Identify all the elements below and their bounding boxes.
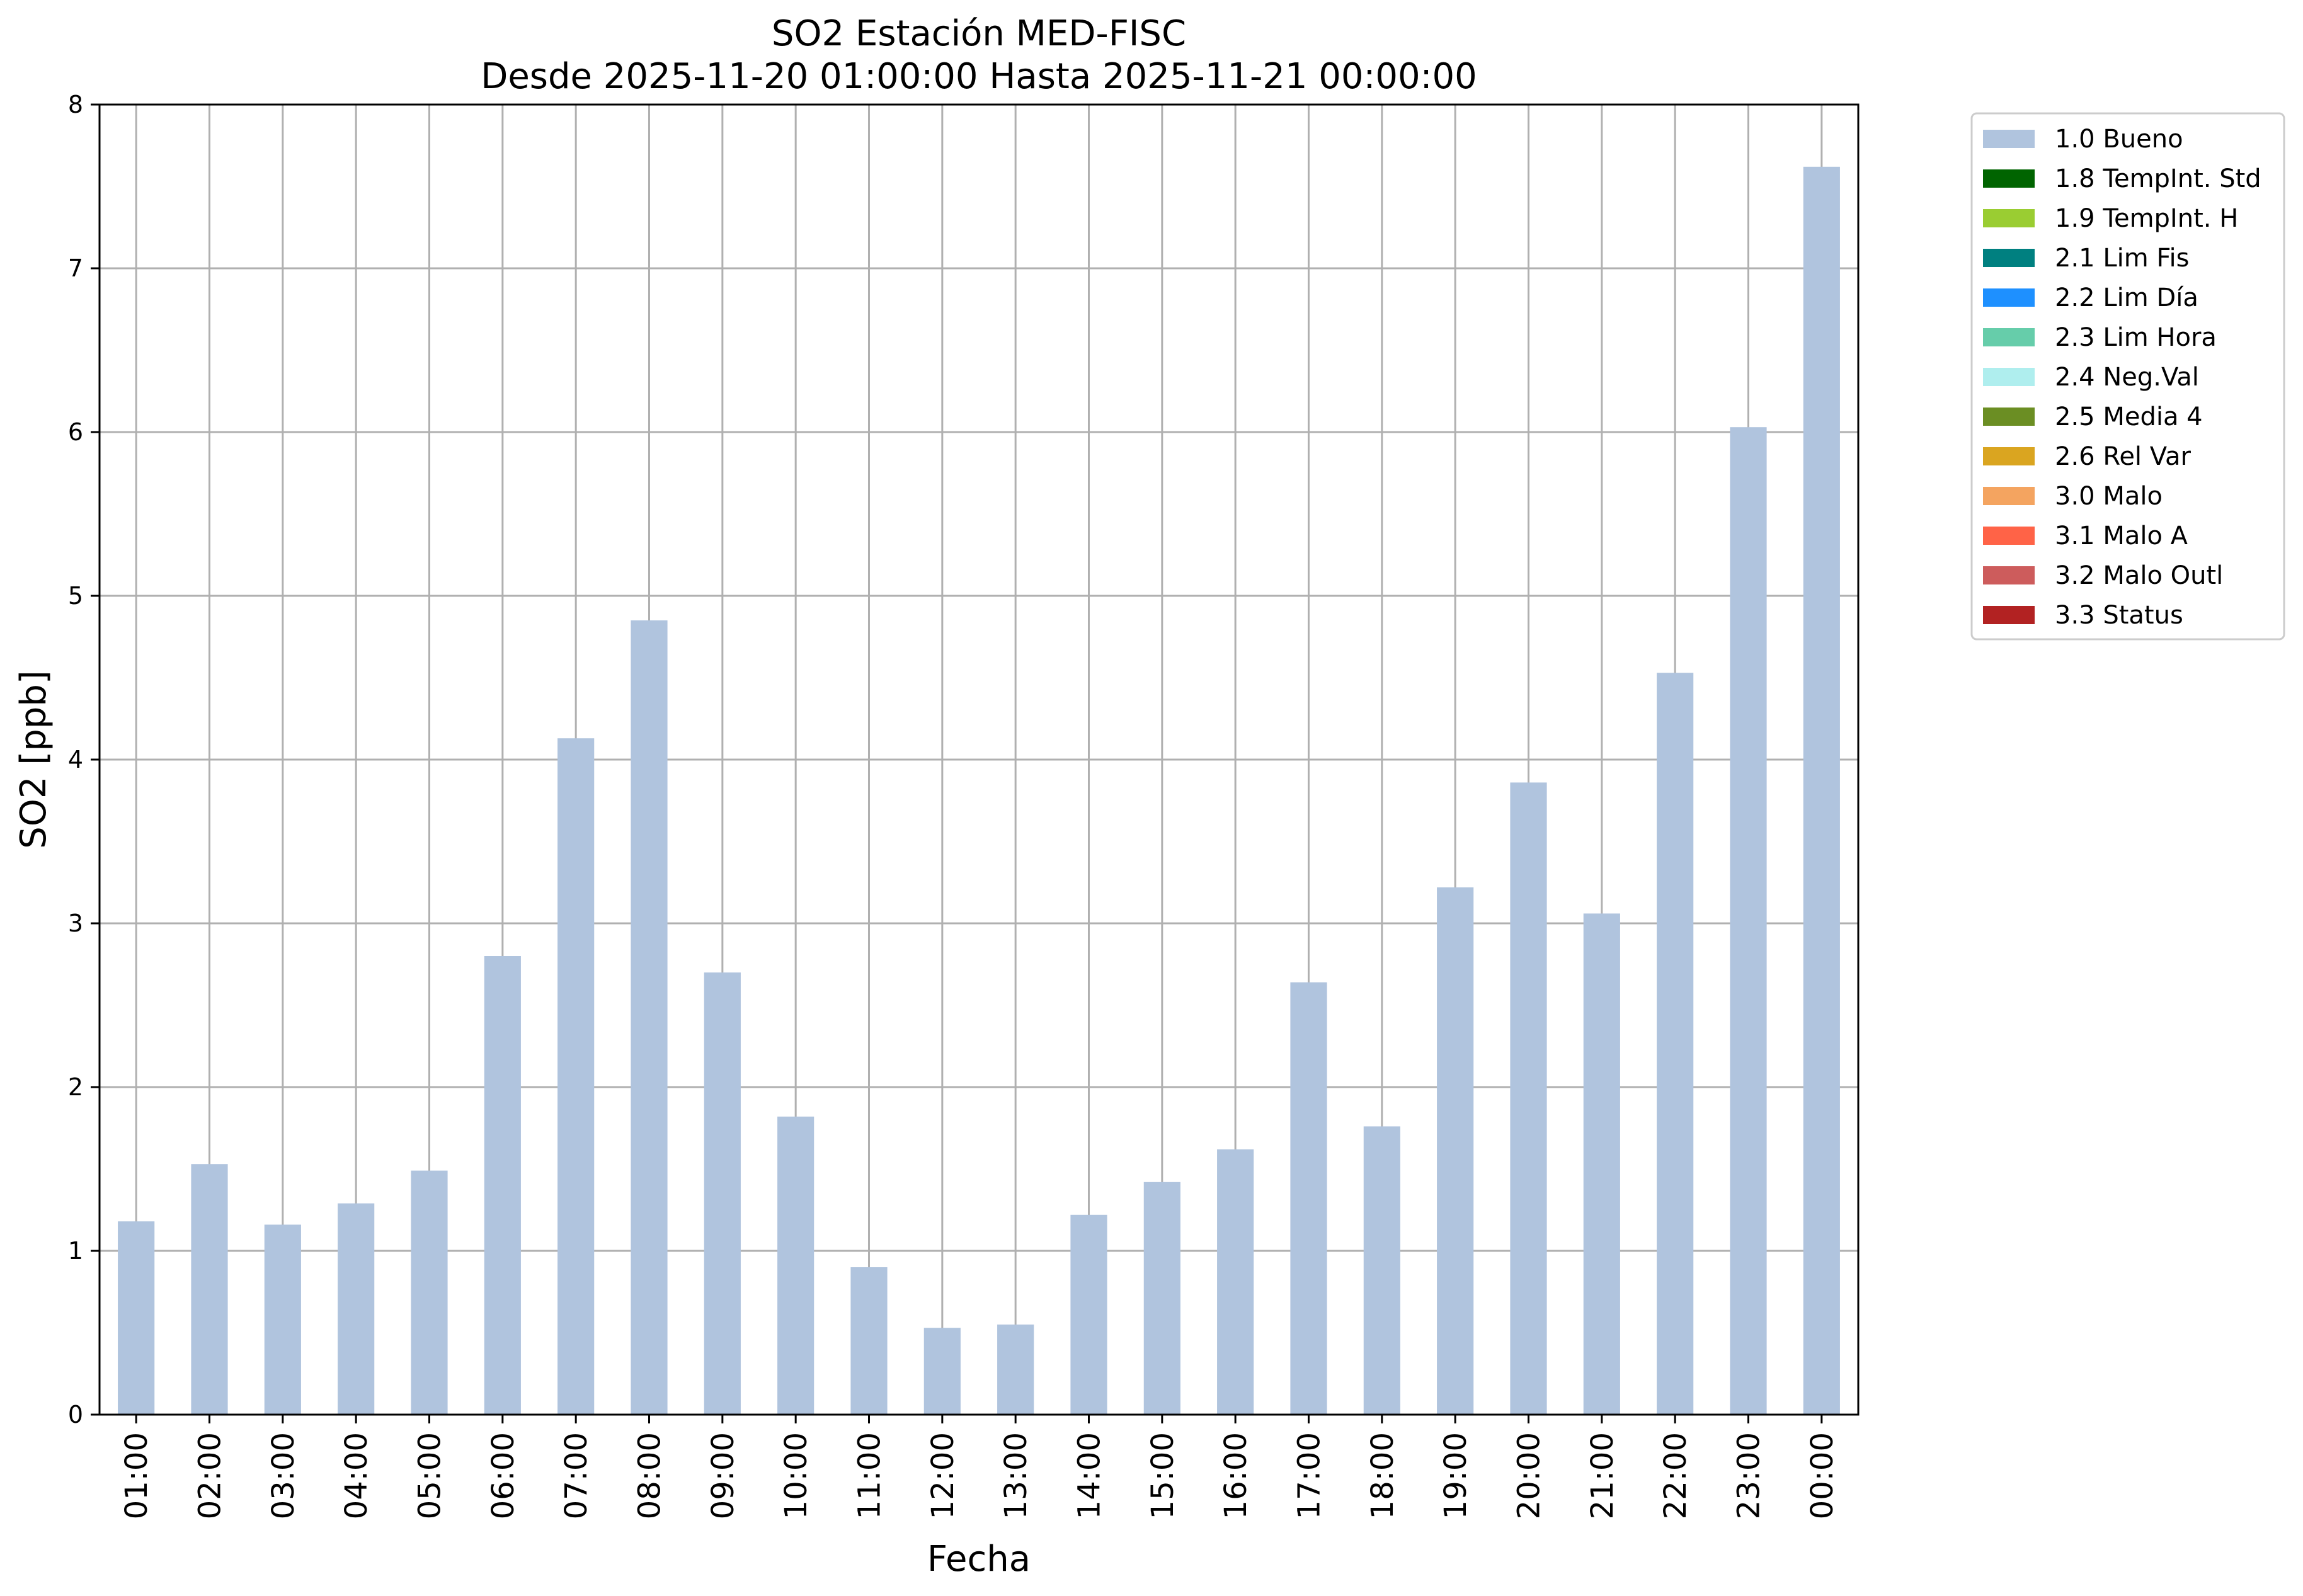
legend-swatch: [1983, 408, 2035, 426]
bar-13:00: [997, 1325, 1034, 1415]
bar-02:00: [191, 1164, 228, 1415]
x-tick-label: 23:00: [1732, 1432, 1767, 1519]
legend-swatch: [1983, 606, 2035, 624]
legend-label: 2.4 Neg.Val: [2055, 363, 2199, 392]
legend-swatch: [1983, 209, 2035, 227]
bar-05:00: [411, 1170, 448, 1415]
y-tick-label: 6: [68, 418, 83, 446]
x-tick-label: 13:00: [998, 1432, 1034, 1519]
x-tick-label: 08:00: [632, 1432, 668, 1519]
legend-swatch: [1983, 328, 2035, 346]
bar-04:00: [338, 1203, 375, 1415]
x-axis-label: Fecha: [927, 1539, 1031, 1580]
bar-20:00: [1510, 782, 1547, 1415]
y-tick-label: 0: [68, 1401, 83, 1428]
bar-08:00: [631, 620, 668, 1415]
bar-01:00: [118, 1221, 155, 1415]
legend-label: 3.3 Status: [2055, 601, 2183, 630]
bars: [118, 166, 1840, 1415]
x-tick-label: 16:00: [1218, 1432, 1254, 1519]
legend-label: 1.0 Bueno: [2055, 125, 2183, 154]
bar-11:00: [850, 1267, 888, 1415]
legend-label: 2.3 Lim Hora: [2055, 323, 2217, 352]
legend-label: 2.2 Lim Día: [2055, 283, 2198, 312]
x-tick-label: 06:00: [486, 1432, 521, 1519]
x-tick-label: 12:00: [925, 1432, 961, 1519]
legend-label: 1.9 TempInt. H: [2055, 204, 2238, 233]
x-tick-label: 22:00: [1658, 1432, 1693, 1519]
legend-label: 3.2 Malo Outl: [2055, 561, 2223, 590]
x-tick-label: 15:00: [1145, 1432, 1180, 1519]
x-tick-label: 04:00: [339, 1432, 374, 1519]
x-tick-label: 03:00: [266, 1432, 301, 1519]
y-tick-label: 3: [68, 909, 83, 937]
y-tick-label: 2: [68, 1073, 83, 1101]
bar-15:00: [1143, 1182, 1180, 1415]
bar-23:00: [1730, 427, 1767, 1415]
legend-swatch: [1983, 130, 2035, 148]
x-tick-label: 14:00: [1072, 1432, 1107, 1519]
bar-09:00: [704, 972, 741, 1415]
y-axis-ticks: 0 1 2 3 4 5 6 7 8: [68, 91, 100, 1428]
legend-swatch: [1983, 566, 2035, 584]
bar-06:00: [484, 956, 521, 1415]
x-tick-label: 18:00: [1365, 1432, 1400, 1519]
bar-21:00: [1583, 913, 1620, 1415]
legend-swatch: [1983, 169, 2035, 188]
bar-14:00: [1070, 1214, 1107, 1415]
x-tick-label: 07:00: [559, 1432, 594, 1519]
bar-12:00: [923, 1328, 961, 1415]
bar-00:00: [1803, 166, 1840, 1415]
y-tick-label: 4: [68, 746, 83, 773]
x-tick-label: 20:00: [1512, 1432, 1547, 1519]
bar-10:00: [777, 1116, 814, 1415]
x-tick-label: 02:00: [193, 1432, 228, 1519]
chart-subtitle: Desde 2025-11-20 01:00:00 Hasta 2025-11-…: [481, 56, 1477, 97]
bar-19:00: [1437, 887, 1474, 1415]
legend-swatch: [1983, 527, 2035, 545]
chart-title: SO2 Estación MED-FISC: [772, 13, 1186, 54]
bar-22:00: [1657, 673, 1694, 1415]
legend-swatch: [1983, 368, 2035, 386]
x-axis-ticks: 01:00 02:00 03:00 04:00 05:00 06:00 07:00 08:00…: [119, 1415, 1840, 1519]
legend-swatch: [1983, 447, 2035, 465]
bar-07:00: [557, 738, 595, 1415]
y-tick-label: 5: [68, 582, 83, 610]
legend-swatch: [1983, 249, 2035, 267]
legend-label: 2.1 Lim Fis: [2055, 244, 2189, 273]
bar-17:00: [1290, 982, 1327, 1415]
x-tick-label: 19:00: [1438, 1432, 1473, 1519]
y-axis-label: SO2 [ppb]: [13, 670, 54, 848]
legend-label: 2.6 Rel Var: [2055, 442, 2192, 471]
x-tick-label: 11:00: [852, 1432, 888, 1519]
legend: 1.0 Bueno 1.8 TempInt. Std 1.9 TempInt. H 2…: [1970, 112, 2285, 641]
y-tick-label: 8: [68, 91, 83, 118]
x-tick-label: 10:00: [779, 1432, 814, 1519]
x-tick-label: 17:00: [1292, 1432, 1327, 1519]
legend-label: 2.5 Media 4: [2055, 402, 2203, 431]
y-tick-label: 1: [68, 1237, 83, 1265]
bar-18:00: [1363, 1126, 1400, 1415]
y-tick-label: 7: [68, 254, 83, 282]
x-tick-label: 05:00: [413, 1432, 448, 1519]
x-tick-label: 01:00: [119, 1432, 154, 1519]
legend-swatch: [1983, 487, 2035, 505]
x-tick-label: 00:00: [1805, 1432, 1840, 1519]
legend-label: 1.8 TempInt. Std: [2055, 164, 2261, 193]
legend-label: 3.1 Malo A: [2055, 522, 2188, 550]
x-tick-label: 09:00: [706, 1432, 741, 1519]
legend-swatch: [1983, 288, 2035, 307]
legend-label: 3.0 Malo: [2055, 482, 2163, 511]
legend-box: [1970, 112, 2285, 641]
x-tick-label: 21:00: [1585, 1432, 1620, 1519]
bar-16:00: [1217, 1149, 1254, 1415]
bar-03:00: [264, 1224, 301, 1415]
